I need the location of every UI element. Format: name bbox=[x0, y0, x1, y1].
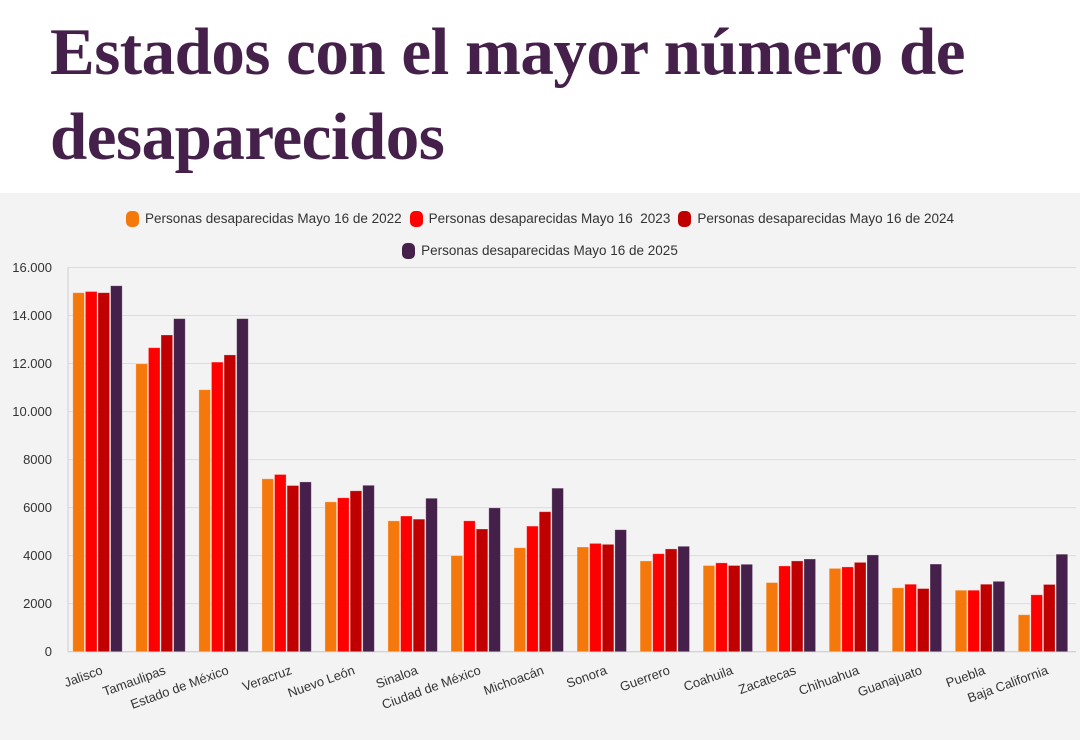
x-tick-label: Sonora bbox=[564, 662, 609, 691]
bar bbox=[954, 589, 968, 653]
bar bbox=[85, 291, 98, 653]
bar bbox=[236, 318, 249, 653]
bar bbox=[299, 481, 312, 653]
bar bbox=[526, 525, 539, 653]
bar bbox=[614, 529, 627, 653]
bar bbox=[967, 589, 980, 653]
legend-label: Personas desaparecidas Mayo 16 de 2025 bbox=[421, 243, 678, 258]
bar bbox=[261, 478, 274, 653]
x-tick-label: Chihuahua bbox=[797, 662, 862, 698]
bar bbox=[475, 528, 489, 653]
x-tick-label: Veracruz bbox=[240, 662, 293, 694]
bar bbox=[324, 501, 337, 653]
bar bbox=[803, 558, 816, 653]
bar bbox=[664, 548, 678, 653]
x-tick-label: Zacatecas bbox=[736, 662, 798, 697]
y-tick-label: 2000 bbox=[23, 596, 52, 611]
y-tick-label: 0 bbox=[45, 644, 52, 659]
bar bbox=[904, 583, 917, 653]
bar bbox=[349, 490, 363, 653]
bar bbox=[790, 560, 804, 653]
bar bbox=[1043, 584, 1056, 653]
bar bbox=[223, 354, 237, 653]
bar bbox=[538, 511, 552, 653]
bar bbox=[400, 515, 413, 653]
bar bbox=[1030, 594, 1043, 653]
y-tick-label: 4000 bbox=[23, 548, 52, 563]
x-tick-label: Nuevo León bbox=[286, 662, 357, 700]
legend-label: Personas desaparecidas Mayo 16 de 2022 bbox=[145, 211, 402, 226]
bar bbox=[1055, 553, 1069, 653]
bar bbox=[639, 560, 653, 653]
bar bbox=[702, 565, 716, 653]
bar bbox=[652, 553, 665, 653]
legend-label: Personas desaparecidas Mayo 16 2023 bbox=[428, 211, 671, 226]
bar bbox=[828, 567, 842, 653]
bar bbox=[980, 583, 993, 653]
x-tick-label: Jalisco bbox=[62, 662, 104, 690]
bar bbox=[854, 561, 867, 653]
legend-label: Personas desaparecidas Mayo 16 de 2024 bbox=[697, 211, 954, 226]
bar bbox=[160, 334, 174, 653]
bar bbox=[72, 292, 85, 653]
y-tick-label: 16.000 bbox=[12, 260, 52, 275]
x-tick-label: Michoacán bbox=[482, 662, 546, 698]
bar bbox=[488, 507, 501, 653]
bar bbox=[1017, 614, 1031, 653]
legend-swatch bbox=[126, 211, 139, 227]
chart-panel: Personas desaparecidas Mayo 16 de 2022 Pe… bbox=[0, 193, 1080, 740]
y-tick-label: 6000 bbox=[23, 500, 52, 515]
bar bbox=[412, 518, 426, 653]
bar bbox=[841, 566, 854, 653]
bar bbox=[337, 497, 350, 653]
bar bbox=[715, 562, 728, 653]
bar bbox=[97, 292, 111, 653]
bar bbox=[551, 487, 564, 653]
x-tick-label: Guerrero bbox=[618, 662, 672, 694]
bar bbox=[274, 474, 287, 653]
y-tick-label: 10.000 bbox=[12, 404, 52, 419]
legend-item[interactable]: Personas desaparecidas Mayo 16 de 2022 bbox=[126, 205, 402, 233]
bar bbox=[173, 318, 186, 653]
legend: Personas desaparecidas Mayo 16 de 2022 Pe… bbox=[0, 205, 1080, 269]
bar bbox=[463, 520, 476, 653]
bar bbox=[765, 582, 779, 653]
bar bbox=[425, 497, 438, 653]
legend-swatch bbox=[402, 243, 416, 259]
bar bbox=[110, 285, 123, 653]
bar bbox=[891, 587, 905, 653]
legend-item[interactable]: Personas desaparecidas Mayo 16 2023 bbox=[409, 205, 671, 233]
bar bbox=[740, 563, 753, 653]
bar bbox=[513, 547, 527, 653]
bar bbox=[992, 580, 1006, 653]
legend-item[interactable]: Personas desaparecidas Mayo 16 de 2024 bbox=[678, 205, 954, 233]
x-tick-label: Coahuila bbox=[681, 662, 735, 694]
bar bbox=[148, 347, 161, 653]
legend-item[interactable]: Personas desaparecidas Mayo 16 de 2025 bbox=[402, 237, 678, 265]
legend-swatch bbox=[409, 211, 423, 227]
bar bbox=[450, 555, 464, 653]
bar bbox=[929, 563, 943, 653]
bar bbox=[198, 389, 211, 653]
bar bbox=[727, 565, 741, 653]
bar bbox=[576, 546, 590, 653]
legend-swatch bbox=[678, 211, 692, 227]
bar bbox=[286, 485, 300, 653]
bar bbox=[362, 484, 375, 653]
bar bbox=[866, 554, 880, 653]
bar bbox=[135, 363, 148, 653]
x-tick-label: Guanajuato bbox=[856, 662, 924, 699]
chart-title: Estados con el mayor número de desaparec… bbox=[50, 15, 965, 174]
bar bbox=[917, 588, 930, 653]
bar bbox=[589, 543, 602, 653]
bar bbox=[778, 565, 791, 653]
bar bbox=[387, 520, 400, 653]
bar bbox=[601, 543, 615, 653]
y-tick-label: 12.000 bbox=[12, 356, 52, 371]
bar bbox=[211, 361, 224, 653]
y-tick-label: 14.000 bbox=[12, 308, 52, 323]
y-tick-label: 8000 bbox=[23, 452, 52, 467]
bar bbox=[677, 545, 690, 653]
bar-chart: 0 2000 4000 6000 8000 10.000 12.000 14.000 16.00… bbox=[12, 260, 1076, 712]
